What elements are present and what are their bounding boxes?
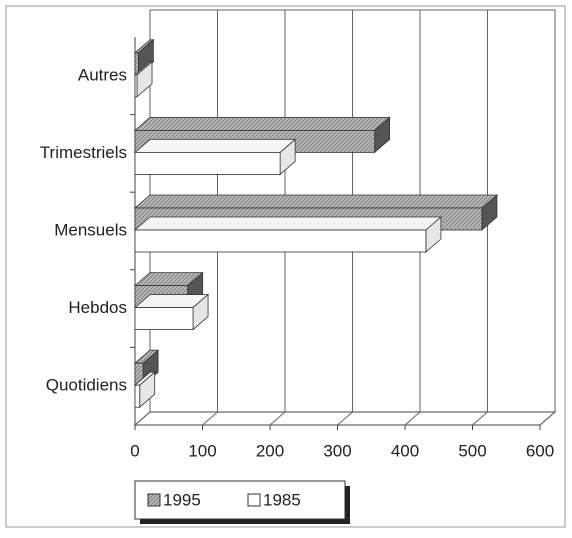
- bar: [134, 151, 281, 175]
- grid-line: [337, 411, 353, 426]
- bar: [134, 52, 139, 76]
- bar: [134, 384, 141, 408]
- bar-top: [133, 138, 297, 153]
- legend-swatch: [247, 493, 261, 507]
- legend-label: 1995: [163, 490, 201, 509]
- bar-top: [133, 216, 442, 231]
- frame: [5, 5, 566, 528]
- bar: [134, 74, 138, 98]
- legend-box: [134, 480, 346, 520]
- bar-top: [133, 194, 499, 209]
- grid-line: [269, 411, 286, 426]
- x-tick-label: 600: [526, 441, 554, 460]
- bar: [134, 307, 194, 331]
- x-tick-label: 0: [130, 441, 139, 460]
- category-label: Quotidiens: [46, 376, 127, 395]
- x-tick-label: 500: [458, 441, 486, 460]
- category-label: Hebdos: [68, 298, 127, 317]
- grid-line: [134, 411, 151, 426]
- category-label: Autres: [78, 65, 127, 84]
- x-tick-label: 300: [323, 441, 351, 460]
- category-label: Trimestriels: [40, 143, 127, 162]
- bar-top: [133, 117, 391, 131]
- x-tick-label: 200: [256, 441, 284, 460]
- category-label: Mensuels: [54, 220, 127, 239]
- grid-line: [472, 411, 488, 426]
- bar: [134, 229, 427, 253]
- x-tick-label: 400: [391, 441, 419, 460]
- x-tick-label: 100: [188, 441, 216, 460]
- legend-label: 1985: [263, 490, 301, 509]
- legend-swatch: [147, 493, 161, 507]
- grid-line: [539, 411, 556, 426]
- grid-line: [202, 411, 218, 426]
- grid-line: [404, 411, 421, 426]
